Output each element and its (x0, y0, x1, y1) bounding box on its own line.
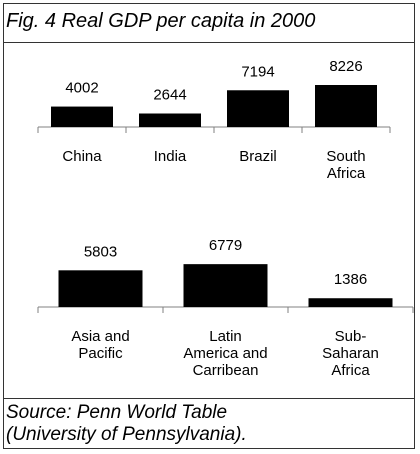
category-label: Pacific (78, 345, 123, 362)
category-label: Carribean (193, 362, 259, 379)
bar (308, 298, 393, 307)
bar (315, 85, 377, 127)
bar (183, 264, 268, 307)
data-label: 7194 (241, 63, 274, 80)
figure-title: Fig. 4 Real GDP per capita in 2000 (6, 10, 316, 32)
category-label: Africa (327, 165, 366, 182)
data-label: 4002 (65, 80, 98, 97)
bar (139, 113, 201, 127)
bar (227, 90, 289, 127)
data-label: 1386 (334, 271, 367, 288)
category-label: India (154, 148, 187, 165)
category-label: Africa (331, 362, 370, 379)
category-label: South (326, 148, 365, 165)
data-label: 2644 (153, 87, 186, 104)
source-divider (3, 398, 415, 399)
data-label: 6779 (209, 237, 242, 254)
data-label: 8226 (329, 58, 362, 75)
category-label: Asia and (71, 328, 129, 345)
category-label: Latin (209, 328, 242, 345)
figure-frame (3, 3, 415, 449)
bar (58, 270, 143, 307)
title-divider (3, 42, 415, 43)
category-label: Saharan (322, 345, 379, 362)
data-label: 5803 (84, 243, 117, 260)
category-label: China (62, 148, 102, 165)
source-line-2: (University of Pennsylvania). (6, 424, 247, 445)
bar (51, 106, 113, 127)
source-note: Source: Penn World Table (University of … (6, 402, 414, 446)
source-line-1: Source: Penn World Table (6, 402, 228, 423)
category-label: Brazil (239, 148, 277, 165)
category-label: America and (183, 345, 267, 362)
category-label: Sub- (335, 328, 367, 345)
